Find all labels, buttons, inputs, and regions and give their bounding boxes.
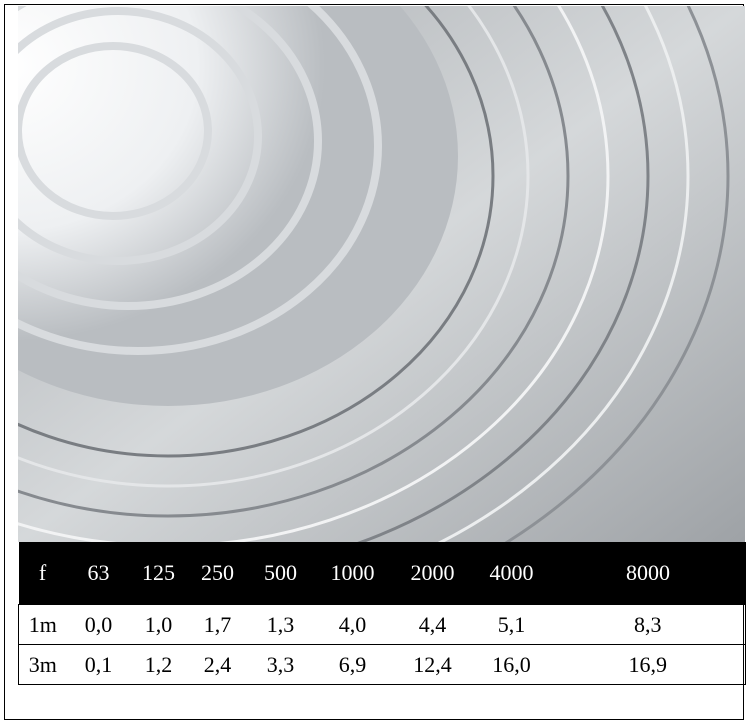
header-cell: 63 [66,542,131,605]
table-cell: 3,3 [248,644,313,685]
header-cell: 125 [130,542,187,605]
header-cell: 500 [248,542,313,605]
table-cell: 12,4 [392,644,473,685]
table-cell: 1,0 [130,604,187,645]
table-cell: 6,9 [312,644,393,685]
table-cell: 1m [18,604,67,645]
table-cell: 1,2 [130,644,187,685]
table-row: 3m 0,1 1,2 2,4 3,3 6,9 12,4 16,0 16,9 [18,644,746,685]
header-row: f 63 125 250 500 1000 2000 4000 8000 [18,542,746,605]
table-cell: 3m [18,644,67,685]
header-cell: f [18,542,67,605]
table-cell: 0,1 [66,644,131,685]
header-cell: 8000 [550,542,746,605]
data-table: f 63 125 250 500 1000 2000 4000 8000 1m 0,0 1,0 1,7 1… [18,542,746,685]
duct-photo [18,6,745,542]
header-cell: 250 [186,542,249,605]
table-cell: 5,1 [472,604,551,645]
table-cell: 16,0 [472,644,551,685]
table-cell: 0,0 [66,604,131,645]
header-cell: 2000 [392,542,473,605]
table-cell: 2,4 [186,644,249,685]
table-row: 1m 0,0 1,0 1,7 1,3 4,0 4,4 5,1 8,3 [18,604,746,645]
table-cell: 1,7 [186,604,249,645]
table-cell: 16,9 [550,644,746,685]
table-cell: 8,3 [550,604,746,645]
header-cell: 4000 [472,542,551,605]
table-cell: 1,3 [248,604,313,645]
table-body: f 63 125 250 500 1000 2000 4000 8000 1m 0,0 1,0 1,7 1… [18,542,746,685]
table-cell: 4,0 [312,604,393,645]
header-cell: 1000 [312,542,393,605]
table-cell: 4,4 [392,604,473,645]
